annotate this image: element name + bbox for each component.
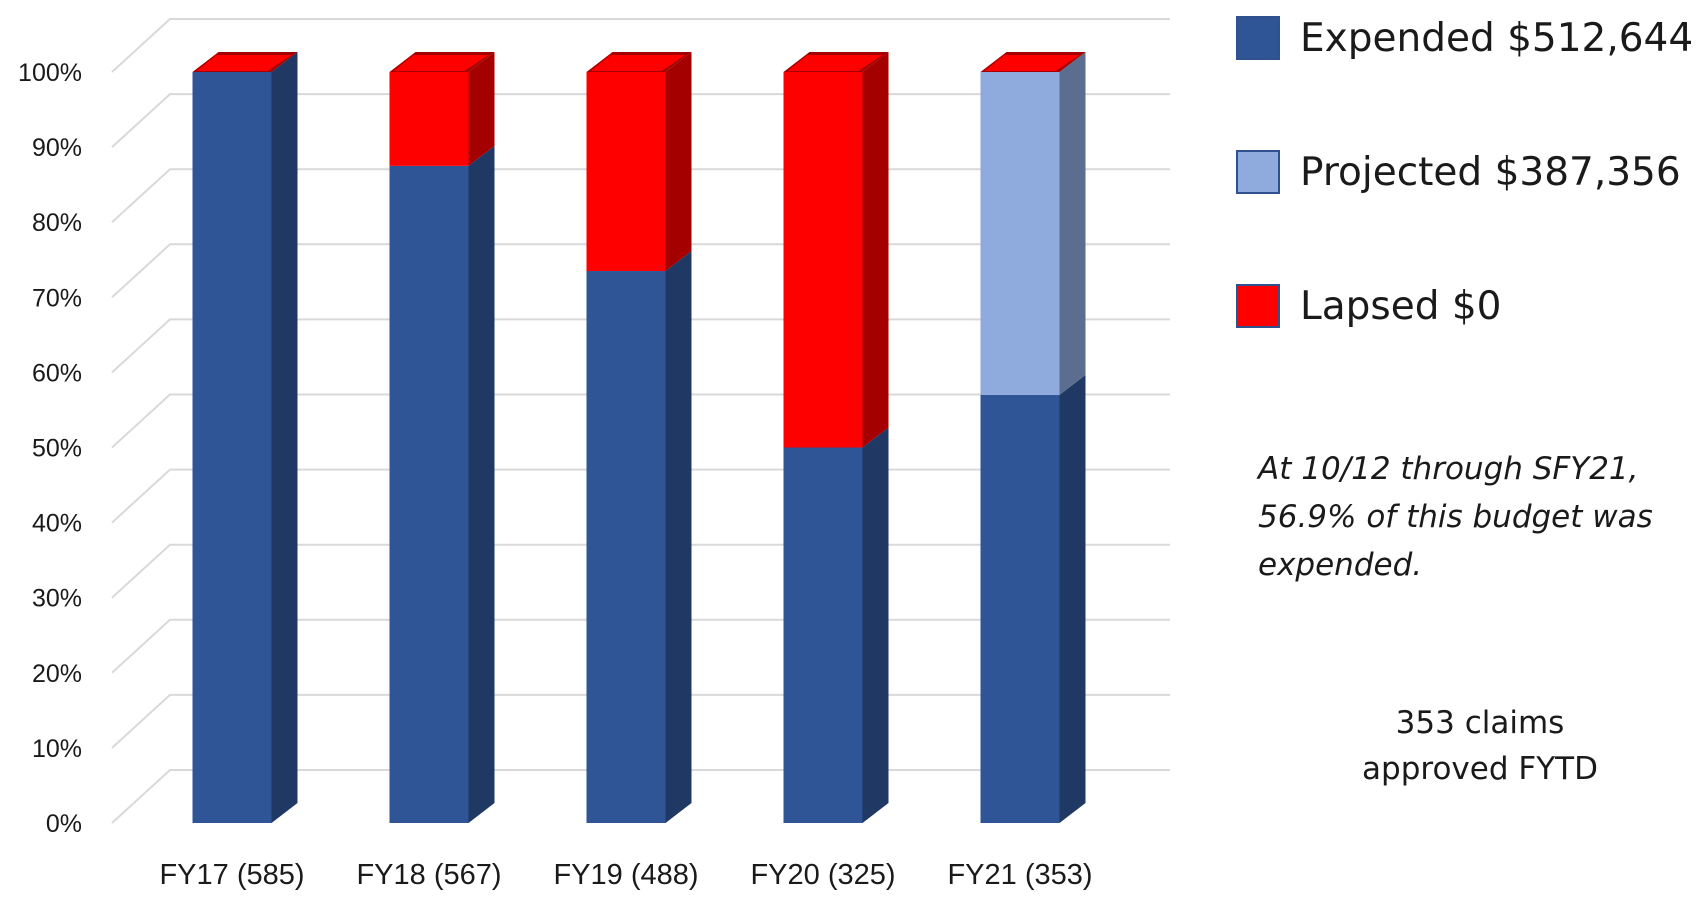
legend-swatch-lapsed [1236, 284, 1280, 328]
legend-item-expended: Expended $512,644 [1236, 8, 1696, 68]
bar-top-cap-face [787, 55, 883, 71]
annotation-line-1: At 10/12 through SFY21, [1258, 451, 1639, 487]
y-tick-label: 0% [46, 810, 82, 838]
bar-side-lapsed [862, 52, 889, 448]
legend-swatch-expended [1236, 16, 1280, 60]
y-tick-label: 70% [32, 284, 82, 312]
bar-stack-3 [783, 52, 889, 823]
bar-top-cap-face [984, 55, 1080, 71]
claims-note-line-2: approved FYTD [1362, 751, 1598, 787]
y-tick-label: 100% [18, 59, 82, 87]
legend-label-expended: Expended $512,644 [1300, 15, 1694, 61]
legend-swatch-projected [1236, 150, 1280, 194]
bar-top-cap-face [196, 55, 292, 71]
bar-side-lapsed [665, 52, 692, 272]
gridline-10 [111, 18, 1170, 73]
stacked-bar-chart: 0% 10% 20% 30% 40% 50% 60% 70% 80% 90% 100% FY17 (… [18, 18, 1170, 891]
x-category-label: FY19 (488) [553, 859, 698, 891]
bar-stack-2 [586, 52, 692, 823]
bar-side-expended [1059, 374, 1086, 823]
annotation-line-2: 56.9% of this budget was [1258, 499, 1653, 535]
y-tick-label: 80% [32, 209, 82, 237]
bar-stack-1 [389, 52, 495, 823]
bar-stack-0 [192, 52, 298, 823]
y-tick-label: 90% [32, 134, 82, 162]
y-tick-label: 30% [32, 585, 82, 613]
bar-segment-expended [192, 72, 272, 823]
budget-annotation: At 10/12 through SFY21, 56.9% of this bu… [1258, 445, 1698, 589]
x-category-label: FY20 (325) [750, 859, 895, 891]
bar-side-expended [862, 427, 889, 823]
bar-segment-projected [980, 72, 1060, 395]
bar-segment-expended [980, 394, 1060, 823]
bar-stack-4 [980, 52, 1086, 823]
y-tick-label: 10% [32, 735, 82, 763]
bar-side-expended [271, 52, 298, 823]
y-tick-label: 60% [32, 359, 82, 387]
x-category-label: FY17 (585) [159, 859, 304, 891]
bar-segment-lapsed [389, 72, 469, 166]
x-category-label: FY18 (567) [356, 859, 501, 891]
bar-segment-expended [389, 165, 469, 823]
x-category-label: FY21 (353) [947, 859, 1092, 891]
annotation-line-3: expended. [1258, 547, 1423, 583]
y-axis-ticks: 0% 10% 20% 30% 40% 50% 60% 70% 80% 90% 100% [18, 59, 82, 838]
bar-side-projected [1059, 52, 1086, 395]
claims-note-line-1: 353 claims [1395, 705, 1565, 741]
bar-segment-expended [586, 271, 666, 823]
bar-top-cap-face [393, 55, 489, 71]
y-tick-label: 40% [32, 510, 82, 538]
bar-segment-lapsed [783, 72, 863, 448]
bar-side-lapsed [468, 52, 495, 166]
y-tick-label: 20% [32, 660, 82, 688]
bar-segment-expended [783, 447, 863, 823]
legend-label-lapsed: Lapsed $0 [1300, 283, 1502, 329]
bar-side-expended [468, 145, 495, 823]
x-axis-categories: FY17 (585) FY18 (567) FY19 (488) FY20 (325)… [159, 859, 1092, 891]
bar-side-expended [665, 251, 692, 823]
legend: Expended $512,644 Projected $387,356 Lap… [1236, 8, 1696, 410]
bar-top-cap-face [590, 55, 686, 71]
legend-label-projected: Projected $387,356 [1300, 149, 1681, 195]
bar-segment-lapsed [586, 72, 666, 272]
claims-note: 353 claims approved FYTD [1290, 700, 1670, 792]
legend-item-lapsed: Lapsed $0 [1236, 276, 1696, 336]
legend-item-projected: Projected $387,356 [1236, 142, 1696, 202]
bars [192, 52, 1086, 823]
y-tick-label: 50% [32, 435, 82, 463]
